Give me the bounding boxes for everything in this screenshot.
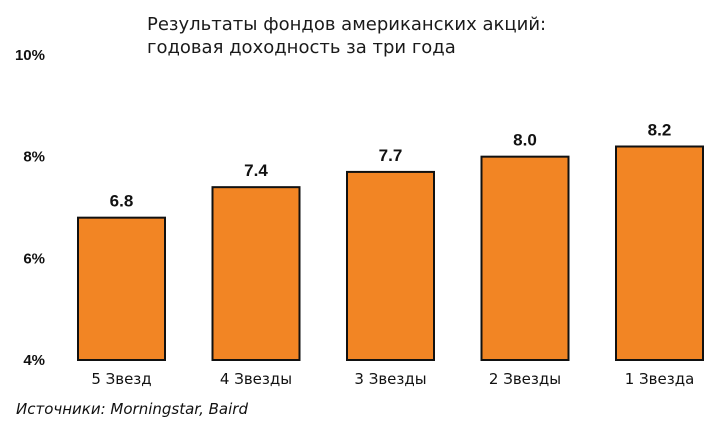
category-label: 1 Звезда [625, 370, 695, 388]
x-axis-categories: 5 Звезд 4 Звезды 3 Звезды 2 Звезды 1 Звезда [91, 370, 694, 388]
y-tick-label: 4% [23, 352, 45, 369]
chart-title-line-1: Результаты фондов американских акций: [147, 14, 546, 35]
bar [615, 145, 704, 361]
bar [480, 155, 570, 361]
y-tick-label: 8% [23, 149, 45, 166]
value-label: 8.0 [513, 131, 537, 150]
category-label: 5 Звезд [91, 370, 151, 388]
category-label: 4 Звезды [220, 370, 292, 388]
bar [211, 186, 301, 361]
source-note: Источники: Morningstar, Baird [16, 400, 248, 418]
y-tick-label: 6% [23, 250, 45, 267]
value-label: 7.7 [379, 146, 403, 165]
y-axis-ticks: 4% 6% 8% 10% [15, 47, 45, 369]
category-label: 3 Звезды [354, 370, 426, 388]
chart-title-line-2: годовая доходность за три года [147, 37, 456, 58]
value-label: 6.8 [110, 192, 134, 211]
category-label: 2 Звезды [489, 370, 561, 388]
y-tick-label: 10% [15, 47, 45, 64]
value-label: 8.2 [648, 121, 672, 140]
bars [77, 145, 704, 361]
value-label: 7.4 [244, 161, 268, 180]
value-labels: 6.8 7.4 7.7 8.0 8.2 [110, 121, 672, 211]
bar [77, 216, 166, 361]
bar [346, 170, 435, 361]
